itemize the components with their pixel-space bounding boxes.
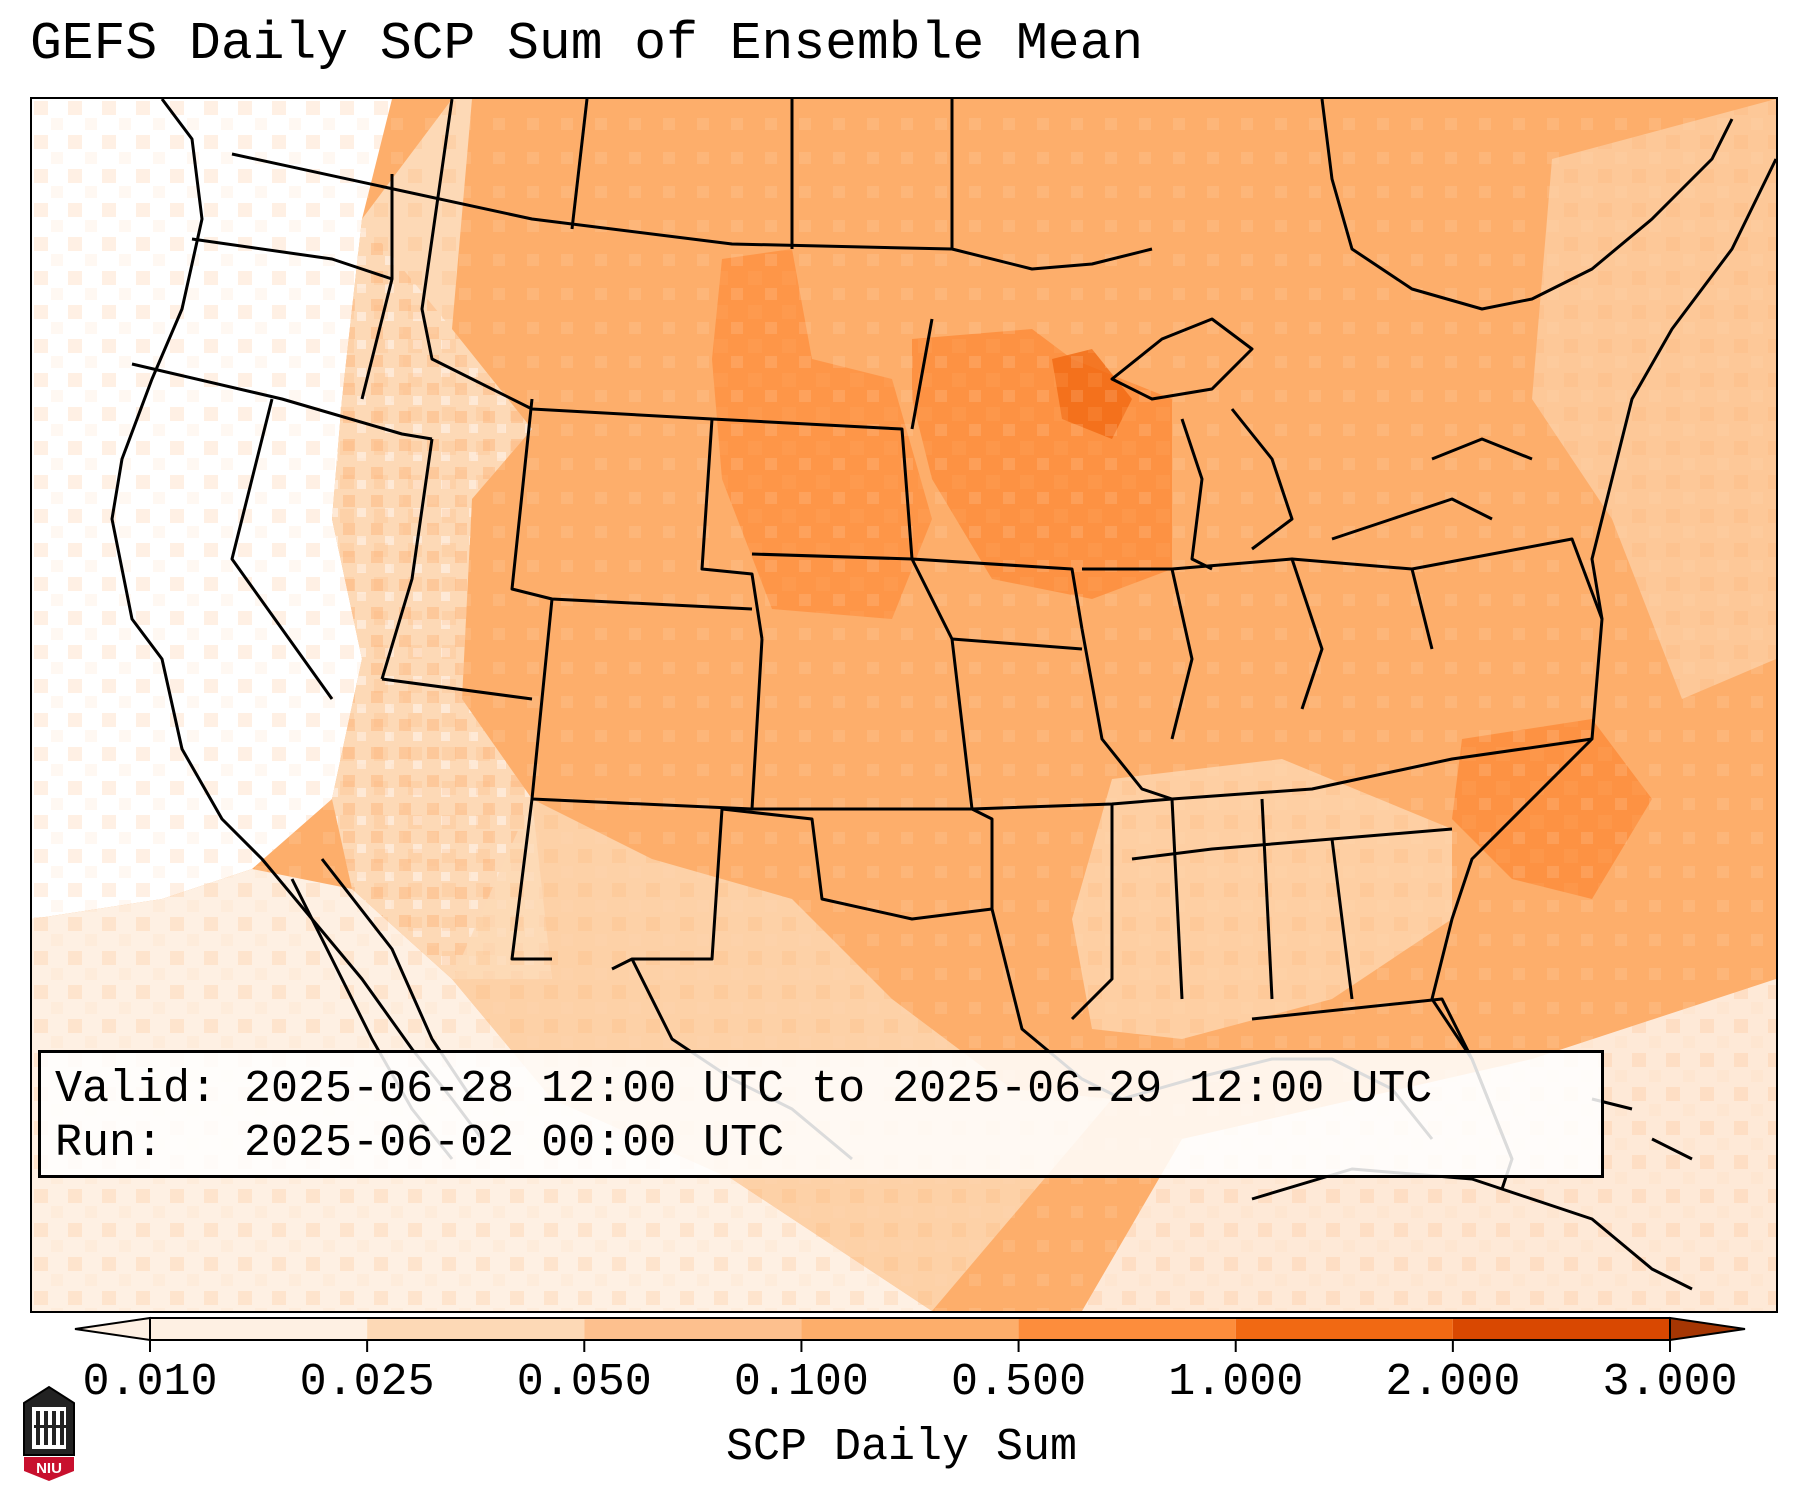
colorbar-frame [149, 1317, 1671, 1341]
colorbar-tick-label: 0.500 [951, 1357, 1087, 1408]
colorbar-tick-label: 0.100 [733, 1357, 869, 1408]
valid-run-info-box: Valid: 2025-06-28 12:00 UTC to 2025-06-2… [38, 1050, 1604, 1178]
colorbar-segment [1452, 1318, 1670, 1340]
colorbar-segment [1018, 1318, 1236, 1340]
colorbar-tick-label: 0.050 [516, 1357, 652, 1408]
boundaries [110, 99, 1776, 1291]
logo-text: NIU [36, 1460, 62, 1477]
colorbar-tick-label: 1.000 [1168, 1357, 1304, 1408]
colorbar [74, 1316, 1746, 1352]
colorbar-segment [1235, 1318, 1453, 1340]
colorbar-title: SCP Daily Sum [725, 1422, 1078, 1473]
colorbar-segment [150, 1318, 368, 1340]
map-title: GEFS Daily SCP Sum of Ensemble Mean [30, 14, 1144, 74]
colorbar-tick-label: 2.000 [1385, 1357, 1521, 1408]
colorbar-tick-label: 0.025 [299, 1357, 435, 1408]
niu-university-logo: NIU [23, 1385, 75, 1481]
colorbar-extend-low [74, 1316, 151, 1342]
run-label: Run: [55, 1118, 164, 1169]
colorbar-segment [801, 1318, 1019, 1340]
valid-time: 2025-06-28 12:00 UTC to 2025-06-29 12:00… [244, 1064, 1433, 1115]
colorbar-tick-label: 3.000 [1602, 1357, 1738, 1408]
colorbar-tick-label: 0.010 [82, 1357, 218, 1408]
colorbar-segment [584, 1318, 802, 1340]
run-time: 2025-06-02 00:00 UTC [244, 1118, 785, 1169]
colorbar-extend-high [1669, 1316, 1746, 1342]
valid-label: Valid: [55, 1064, 218, 1115]
colorbar-segment [367, 1318, 585, 1340]
